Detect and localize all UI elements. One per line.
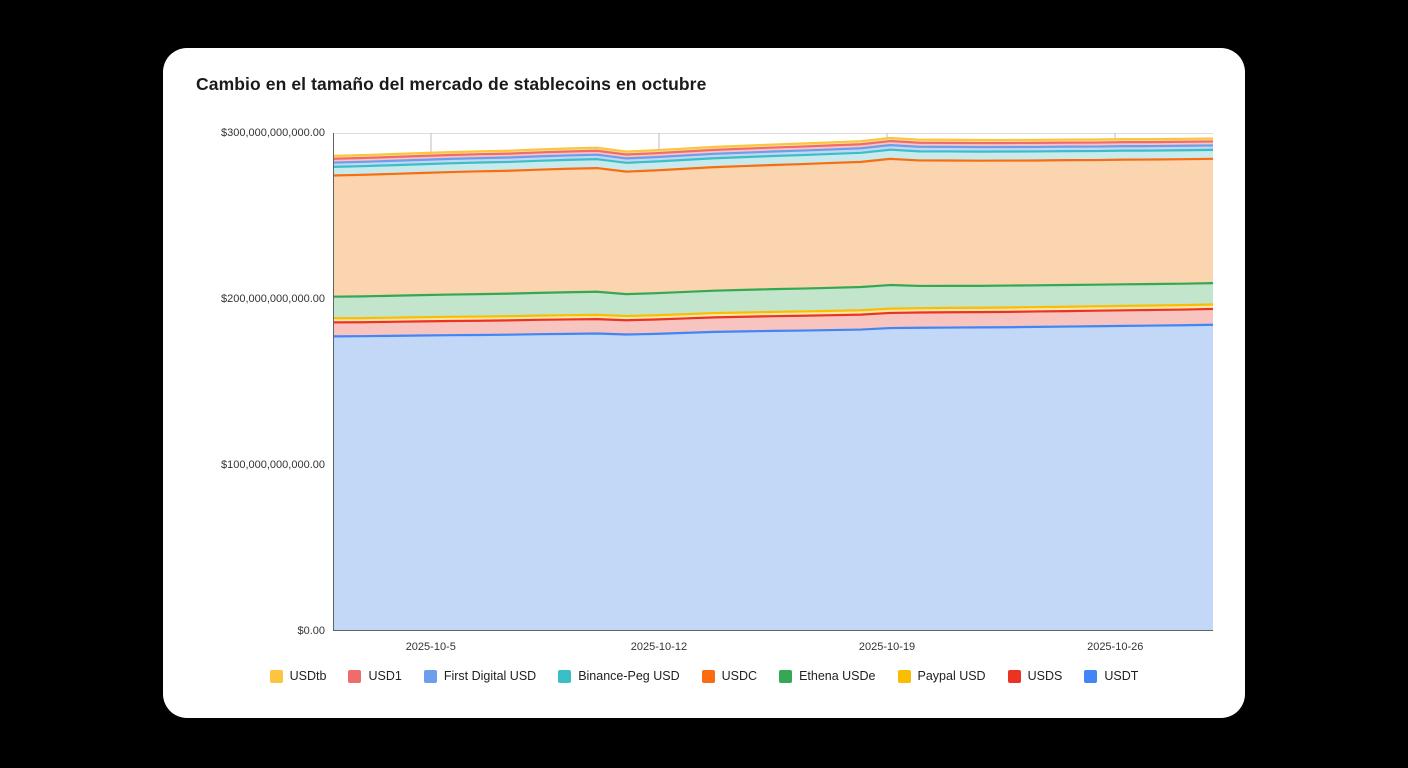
legend-swatch-icon [558, 670, 572, 683]
legend-item[interactable]: USD1 [348, 669, 402, 684]
legend-item-label: USDT [1104, 669, 1139, 684]
chart-card: Cambio en el tamaño del mercado de stabl… [163, 48, 1245, 718]
legend-item-label: USD1 [368, 669, 402, 684]
y-axis-tick-labels: $0.00 $100,000,000,000.00 $200,000,000,000… [163, 48, 333, 718]
y-axis-tick-label: $300,000,000,000.00 [221, 127, 325, 139]
area-band-ethena-usde[interactable] [333, 283, 1213, 319]
chart-container: $0.00 $100,000,000,000.00 $200,000,000,000… [163, 48, 1245, 718]
legend-item-label: USDtb [289, 669, 327, 684]
x-axis-tick-label: 2025-10-26 [1087, 641, 1144, 653]
area-line-paypal-usd[interactable] [333, 303, 1213, 320]
legend-swatch-icon [423, 670, 437, 683]
legend-item[interactable]: USDC [701, 669, 758, 684]
legend-item[interactable]: First Digital USD [423, 669, 537, 684]
legend-item-label: Ethena USDe [799, 669, 876, 684]
area-line-usds[interactable] [333, 307, 1213, 324]
legend-swatch-icon [1084, 670, 1098, 683]
legend-swatch-icon [1007, 670, 1021, 683]
legend-swatch-icon [348, 670, 362, 683]
legend-item[interactable]: Paypal USD [897, 669, 986, 684]
x-axis-tick-label: 2025-10-19 [858, 641, 916, 653]
legend-item[interactable]: Ethena USDe [779, 669, 876, 684]
page-title: Cambio en el tamaño del mercado de stabl… [196, 74, 707, 94]
area-line-ethena-usde[interactable] [333, 282, 1213, 298]
chart-legend: USDtb USD1 First Digital USD Binance-Peg US… [163, 670, 1245, 683]
legend-item[interactable]: USDT [1084, 670, 1138, 683]
legend-item-label: Paypal USD [917, 669, 986, 684]
area-band-usds[interactable] [333, 308, 1213, 337]
legend-swatch-icon [269, 670, 283, 683]
plot-area[interactable] [333, 133, 1213, 631]
stacked-area-chart[interactable] [333, 133, 1213, 631]
x-axis-tick-label: 2025-10-12 [630, 641, 688, 653]
area-line-usdtb[interactable] [333, 136, 1213, 158]
area-band-usdc[interactable] [333, 158, 1213, 297]
area-line-usdc[interactable] [333, 157, 1213, 177]
area-line-usd1[interactable] [333, 139, 1213, 160]
x-axis-tick-labels: 2025-10-5 2025-10-12 2025-10-19 2025-10-26 [333, 48, 1213, 718]
area-line-first-digital-usd[interactable] [333, 144, 1213, 164]
legend-item[interactable]: USDS [1007, 669, 1063, 684]
legend-swatch-icon [701, 670, 715, 683]
y-axis-tick-label: $0.00 [297, 625, 325, 637]
area-line-usdt[interactable] [333, 323, 1213, 338]
area-band-usdt[interactable] [333, 324, 1213, 631]
legend-item[interactable]: USDtb [269, 669, 327, 684]
y-axis-tick-label: $100,000,000,000.00 [221, 459, 325, 471]
area-band-paypal-usd[interactable] [333, 304, 1213, 323]
legend-item-label: First Digital USD [443, 669, 537, 684]
area-line-binance-peg-usd[interactable] [333, 148, 1213, 168]
legend-item-label: USDS [1027, 669, 1063, 684]
legend-swatch-icon [779, 670, 793, 683]
legend-swatch-icon [897, 670, 911, 683]
legend-item-label: Binance-Peg USD [578, 669, 680, 684]
x-axis-tick-label: 2025-10-5 [405, 641, 456, 653]
legend-item[interactable]: Binance-Peg USD [558, 669, 680, 684]
y-axis-tick-label: $200,000,000,000.00 [221, 293, 325, 305]
legend-item-label: USDC [721, 669, 758, 684]
